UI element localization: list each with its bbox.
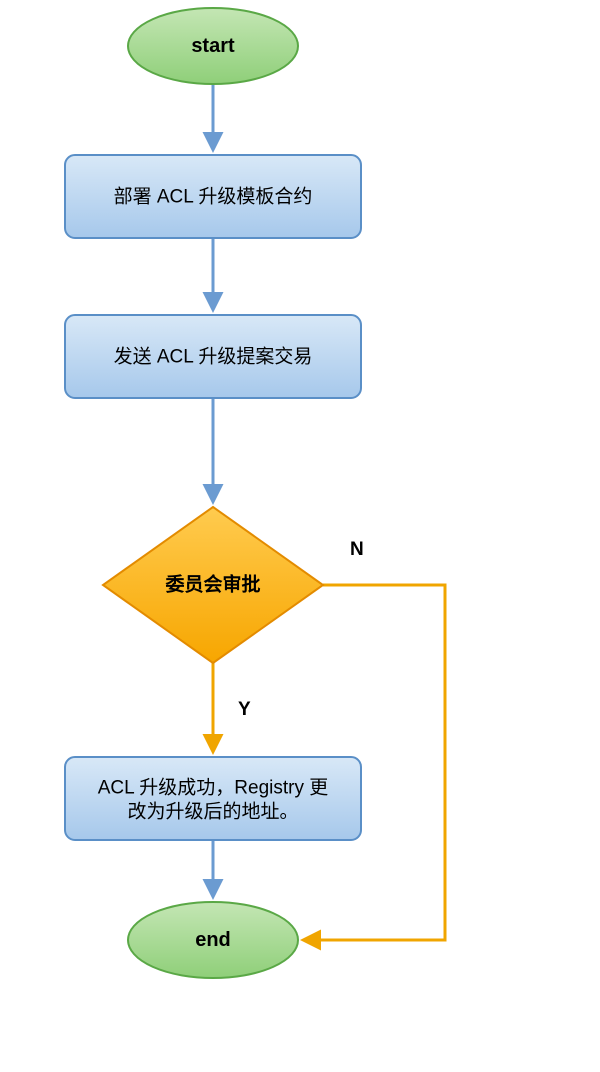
edge-label-y: Y bbox=[238, 699, 251, 720]
decision-label: 委员会审批 bbox=[164, 573, 260, 596]
edge-label-n: N bbox=[350, 539, 364, 560]
step3-label-line1: ACL 升级成功，Registry 更 bbox=[98, 777, 329, 799]
end-label: end bbox=[195, 929, 231, 951]
flowchart-canvas: start 部署 ACL 升级模板合约 发送 ACL 升级提案交易 委员会审批 … bbox=[0, 0, 600, 1072]
step3-node bbox=[65, 757, 361, 840]
step1-label: 部署 ACL 升级模板合约 bbox=[114, 186, 313, 208]
start-label: start bbox=[191, 35, 235, 57]
step2-label: 发送 ACL 升级提案交易 bbox=[114, 346, 313, 368]
step3-label-line2: 改为升级后的地址。 bbox=[127, 801, 298, 823]
